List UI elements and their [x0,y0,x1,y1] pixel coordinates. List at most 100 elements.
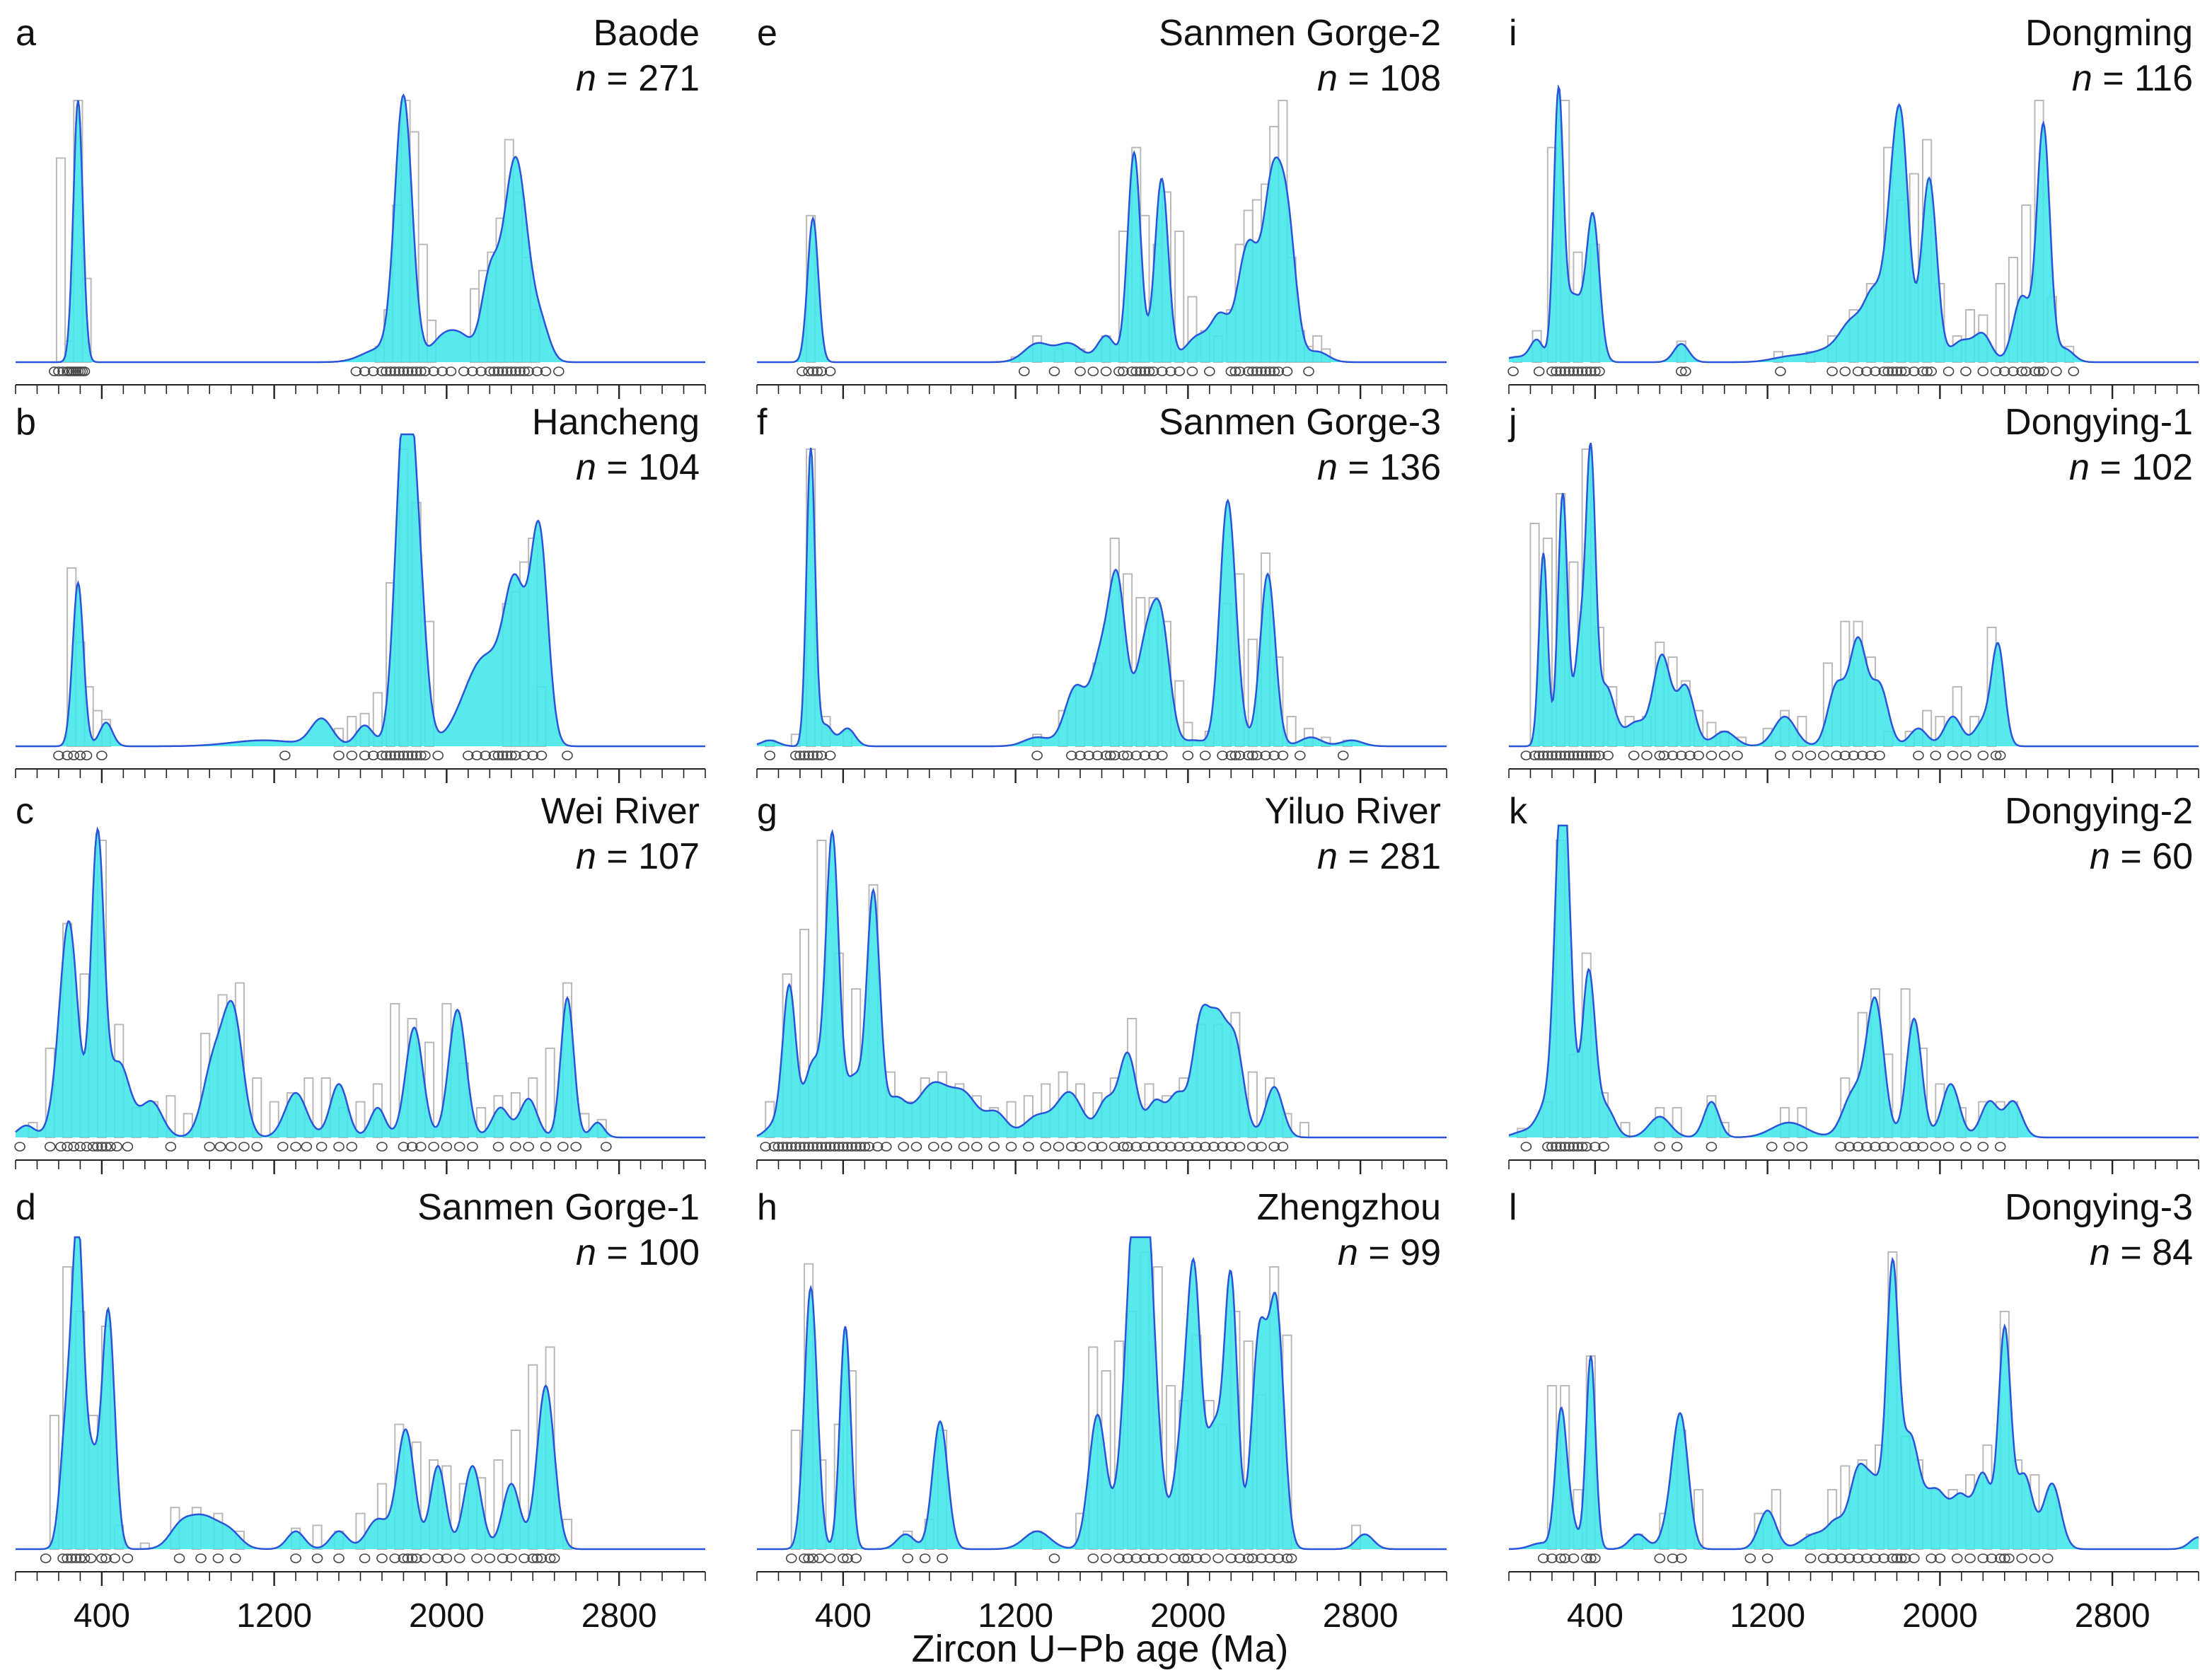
age-marker [1147,751,1159,760]
age-marker [1568,1142,1580,1152]
age-marker [1887,1142,1899,1152]
panel-letter: c [16,791,34,832]
age-marker [428,1142,439,1152]
age-marker [1675,366,1687,376]
age-marker [432,751,444,760]
age-marker [1960,366,1972,376]
age-marker [1839,751,1851,760]
age-marker [510,1142,521,1152]
panel-f: f Sanmen Gorge-3n = 136 [756,402,1447,783]
age-marker [484,1553,496,1563]
age-marker [122,1553,134,1563]
age-marker [55,1142,66,1152]
age-marker [453,1553,465,1563]
age-marker [1947,751,1959,760]
age-marker [1186,366,1198,376]
age-marker [1909,1553,1920,1563]
age-marker [807,1142,819,1152]
age-marker [1878,366,1889,376]
age-marker [1048,366,1060,376]
kde-area [757,448,1447,746]
kde-line [1508,824,2199,1139]
age-marker [1994,751,2006,760]
age-marker [1994,1142,2006,1152]
age-marker [1234,751,1246,760]
age-marker [790,751,801,760]
age-marker [453,1142,465,1152]
age-marker [1870,1553,1881,1563]
age-marker [505,751,517,760]
age-marker [1083,751,1095,760]
age-marker [505,1553,517,1563]
age-marker [96,1142,108,1152]
age-marker [1818,1553,1829,1563]
age-marker [415,751,427,760]
age-marker [1654,1553,1666,1563]
age-marker [441,1142,453,1152]
kde-line [16,93,705,364]
age-marker [1139,1553,1151,1563]
age-marker [1174,1142,1185,1152]
age-marker [290,1553,301,1563]
age-marker [1977,751,1989,760]
panel-k: k Dongying-2n = 60 [1508,791,2199,1174]
age-marker [846,1142,857,1152]
age-marker [1878,1553,1889,1563]
age-marker [519,751,530,760]
age-marker [523,1142,534,1152]
age-marker [1576,366,1588,376]
age-marker [1667,1553,1679,1563]
age-marker [471,1553,482,1563]
age-marker [1675,1553,1687,1563]
age-marker [1277,1142,1289,1152]
age-marker [79,1553,91,1563]
age-marker [799,1142,810,1152]
age-marker [1878,1142,1889,1152]
age-marker [811,751,823,760]
age-marker [2051,366,2062,376]
age-marker [523,366,534,376]
age-marker [1602,751,1614,760]
age-marker [1092,751,1104,760]
age-marker [988,1142,1000,1152]
age-marker [402,366,414,376]
age-marker [1096,1142,1108,1152]
panel-n: n = 271 [576,58,700,99]
age-marker [1580,751,1592,760]
age-marker [1693,751,1704,760]
panel-title: Wei River [541,791,700,832]
age-marker [824,1142,836,1152]
age-marker [1667,751,1679,760]
age-marker [1533,366,1545,376]
age-marker [1559,366,1571,376]
age-marker [398,1553,410,1563]
age-marker [44,1142,56,1152]
age-marker [1191,1142,1203,1152]
age-marker [1277,751,1289,760]
age-marker [872,1142,884,1152]
age-marker [96,1553,108,1563]
age-marker [799,751,810,760]
age-marker [1337,751,1349,760]
age-marker [1273,366,1285,376]
age-marker [1590,1142,1601,1152]
age-marker [1174,366,1185,376]
age-marker [1805,751,1817,760]
age-marker [1246,1142,1258,1152]
age-marker [1242,751,1254,760]
age-marker [1246,751,1258,760]
age-marker [1147,1142,1159,1152]
age-marker [1087,1142,1099,1152]
age-marker [1118,366,1129,376]
age-marker [816,1142,828,1152]
age-marker [122,1142,134,1152]
x-tick-label: 400 [74,1597,130,1635]
age-marker [1157,366,1168,376]
age-marker [410,751,422,760]
age-marker [1990,366,2002,376]
age-marker [1264,1553,1275,1563]
age-marker [772,1142,785,1152]
age-marker [2029,366,2041,376]
age-marker [1087,1553,1099,1563]
